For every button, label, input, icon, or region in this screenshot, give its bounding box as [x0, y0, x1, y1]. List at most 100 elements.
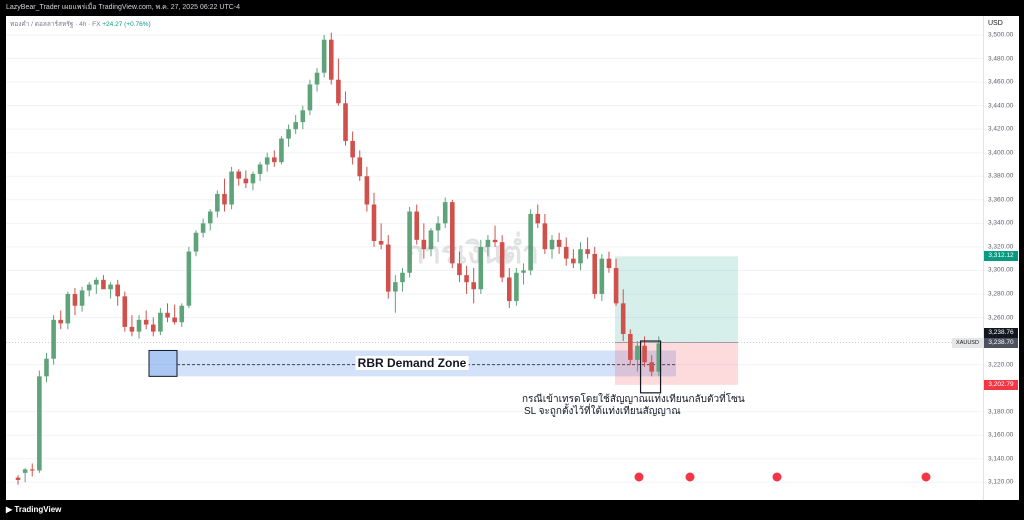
candle-body: [143, 319, 149, 325]
candle-body: [535, 213, 541, 224]
candle-body: [286, 129, 291, 139]
candle-body: [101, 279, 106, 290]
us-flag-icon: [771, 471, 783, 483]
note-line-1: กรณีเข้าเทรดโดยใช้สัญญาณแท่งเทียนกลับตัว…: [522, 394, 745, 405]
candle-body: [293, 122, 298, 130]
price-label: 3,440.00: [988, 102, 1014, 110]
candle-body: [65, 293, 71, 324]
candle-body: [243, 178, 249, 184]
candle-body: [222, 193, 227, 205]
candle-body: [250, 173, 256, 184]
candle-body: [336, 79, 341, 104]
watermark-text: การเงินต่ำ: [406, 237, 539, 270]
candle-body: [528, 213, 533, 271]
signal-candle-box: [639, 340, 662, 394]
price-label: 3,420.00: [988, 125, 1014, 133]
price-label: 3,140.00: [988, 455, 1014, 463]
candle-body: [635, 345, 640, 360]
candle-body: [86, 284, 92, 291]
candle-body: [207, 211, 213, 224]
candle-body: [620, 303, 626, 334]
trade-note: กรณีเข้าเทรดโดยใช้สัญญาณแท่งเทียนกลับตัว…: [522, 394, 745, 418]
price-label: 3,300.00: [988, 266, 1014, 274]
candle-body: [421, 239, 427, 250]
candle-body: [257, 164, 263, 174]
candle-body: [51, 319, 56, 359]
candle-body: [499, 242, 505, 278]
candle-body: [450, 202, 455, 264]
price-axis[interactable]: USD 3,500.00 3,480.00 3,460.00 3,440.00 3,42…: [983, 16, 1019, 500]
candle-body: [414, 211, 420, 240]
candle-body: [521, 270, 526, 273]
price-label: 3,320.00: [988, 243, 1014, 251]
price-label: 3,480.00: [988, 55, 1014, 63]
price-label: 3,180.00: [988, 408, 1014, 416]
tradingview-icon: ▶: [6, 505, 13, 514]
candle-body: [542, 223, 548, 250]
candle-body: [179, 305, 185, 323]
candle-body: [656, 343, 662, 372]
price-label: 3,380.00: [988, 172, 1014, 180]
candle-body: [215, 193, 220, 212]
candle-body: [272, 157, 277, 163]
candle-body: [136, 319, 142, 332]
candle-body: [606, 258, 612, 269]
candle-body: [300, 110, 306, 123]
symbol-legend: ทองคำ / ดอลลาร์สหรัฐ · 4h · FX +24.27 (+…: [10, 19, 151, 29]
base-candle-box: [148, 349, 178, 377]
candle-body: [642, 345, 647, 363]
candle-body: [649, 362, 654, 372]
candle-body: [328, 39, 334, 80]
note-line-2: SL จะถูกตั้งไว้ที่ใต้แท่งเทียนสัญญาณ: [524, 406, 681, 417]
candle-body: [108, 284, 113, 290]
tradingview-logo[interactable]: ▶ TradingView: [6, 505, 61, 514]
candle-body: [129, 326, 135, 332]
candle-body: [357, 157, 363, 177]
candle-body: [549, 239, 555, 250]
candle-body: [485, 239, 491, 247]
candle-body: [150, 324, 156, 332]
symbol-price-tag: XAUUSD: [952, 338, 983, 348]
currency-unit[interactable]: USD: [988, 20, 1003, 27]
candle-body: [314, 72, 320, 85]
candle-body: [44, 358, 49, 377]
tradingview-brand: TradingView: [14, 505, 62, 514]
candle-body: [115, 284, 120, 297]
candle-body: [229, 171, 234, 205]
candle-body: [556, 239, 562, 247]
candle-body: [364, 176, 370, 205]
candle-body: [457, 263, 462, 276]
candle-body: [321, 39, 327, 73]
price-label: 3,400.00: [988, 149, 1014, 157]
price-label: 3,280.00: [988, 290, 1014, 298]
candle-body: [122, 296, 128, 327]
us-flag-icon: [684, 471, 696, 483]
price-label: 3,460.00: [988, 78, 1014, 86]
candle-body: [307, 84, 313, 111]
candle-body: [464, 275, 469, 283]
chart-plot-area[interactable]: ทองคำ / ดอลลาร์สหรัฐ · 4h · FX +24.27 (+…: [6, 16, 983, 514]
candlestick-chart[interactable]: [6, 16, 983, 500]
candle-body: [613, 268, 619, 304]
candle-body: [371, 204, 377, 241]
candle-body: [37, 376, 42, 471]
candle-body: [186, 251, 192, 306]
stop-zone: [615, 342, 738, 385]
candle-body: [428, 230, 434, 250]
candle-body: [471, 282, 476, 290]
us-flag-icon: [920, 471, 932, 483]
candle-body: [193, 232, 199, 252]
candle-body: [29, 469, 35, 471]
us-flag-icon: [633, 471, 645, 483]
candle-body: [158, 312, 163, 332]
price-label: 3,220.00: [988, 361, 1014, 369]
symbol-name[interactable]: ทองคำ / ดอลลาร์สหรัฐ · 4h · FX: [10, 21, 101, 28]
entry-price-tag: 3,238.76: [984, 328, 1018, 338]
candle-body: [236, 171, 242, 179]
candle-body: [628, 333, 633, 360]
candle-body: [400, 272, 405, 283]
candle-body: [94, 279, 99, 285]
candle-body: [385, 244, 391, 292]
publish-header: LazyBear_Trader เผยแพร่เมื่อ TradingView…: [6, 4, 240, 11]
candle-body: [599, 258, 605, 294]
